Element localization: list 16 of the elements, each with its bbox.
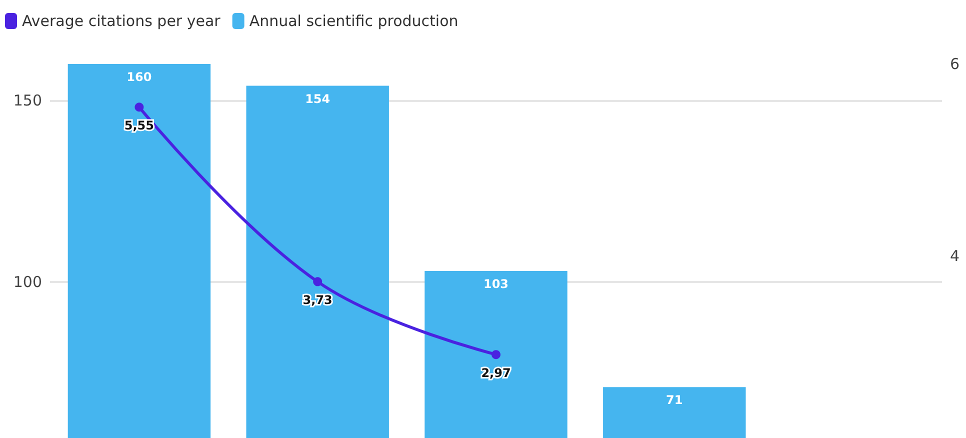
data-label: 154 <box>305 92 330 106</box>
data-label: 5,55 <box>124 118 154 133</box>
y-tick-label: 100 <box>13 272 42 291</box>
data-label: 160 <box>126 70 152 84</box>
data-label: 103 <box>483 276 509 291</box>
data-label: 2,97 <box>481 366 511 380</box>
y2-tick-label: 6 <box>950 55 960 73</box>
point <box>134 102 144 112</box>
legend-label: Annual scientific production <box>249 12 458 30</box>
legend-label: Average citations per year <box>22 12 222 30</box>
data-label: 3,73 <box>302 293 332 308</box>
point <box>313 277 322 286</box>
point <box>492 350 500 360</box>
y-tick-label: 150 <box>13 91 42 110</box>
y2-tick-label: 4 <box>950 246 960 265</box>
data-label: 71 <box>666 393 683 408</box>
